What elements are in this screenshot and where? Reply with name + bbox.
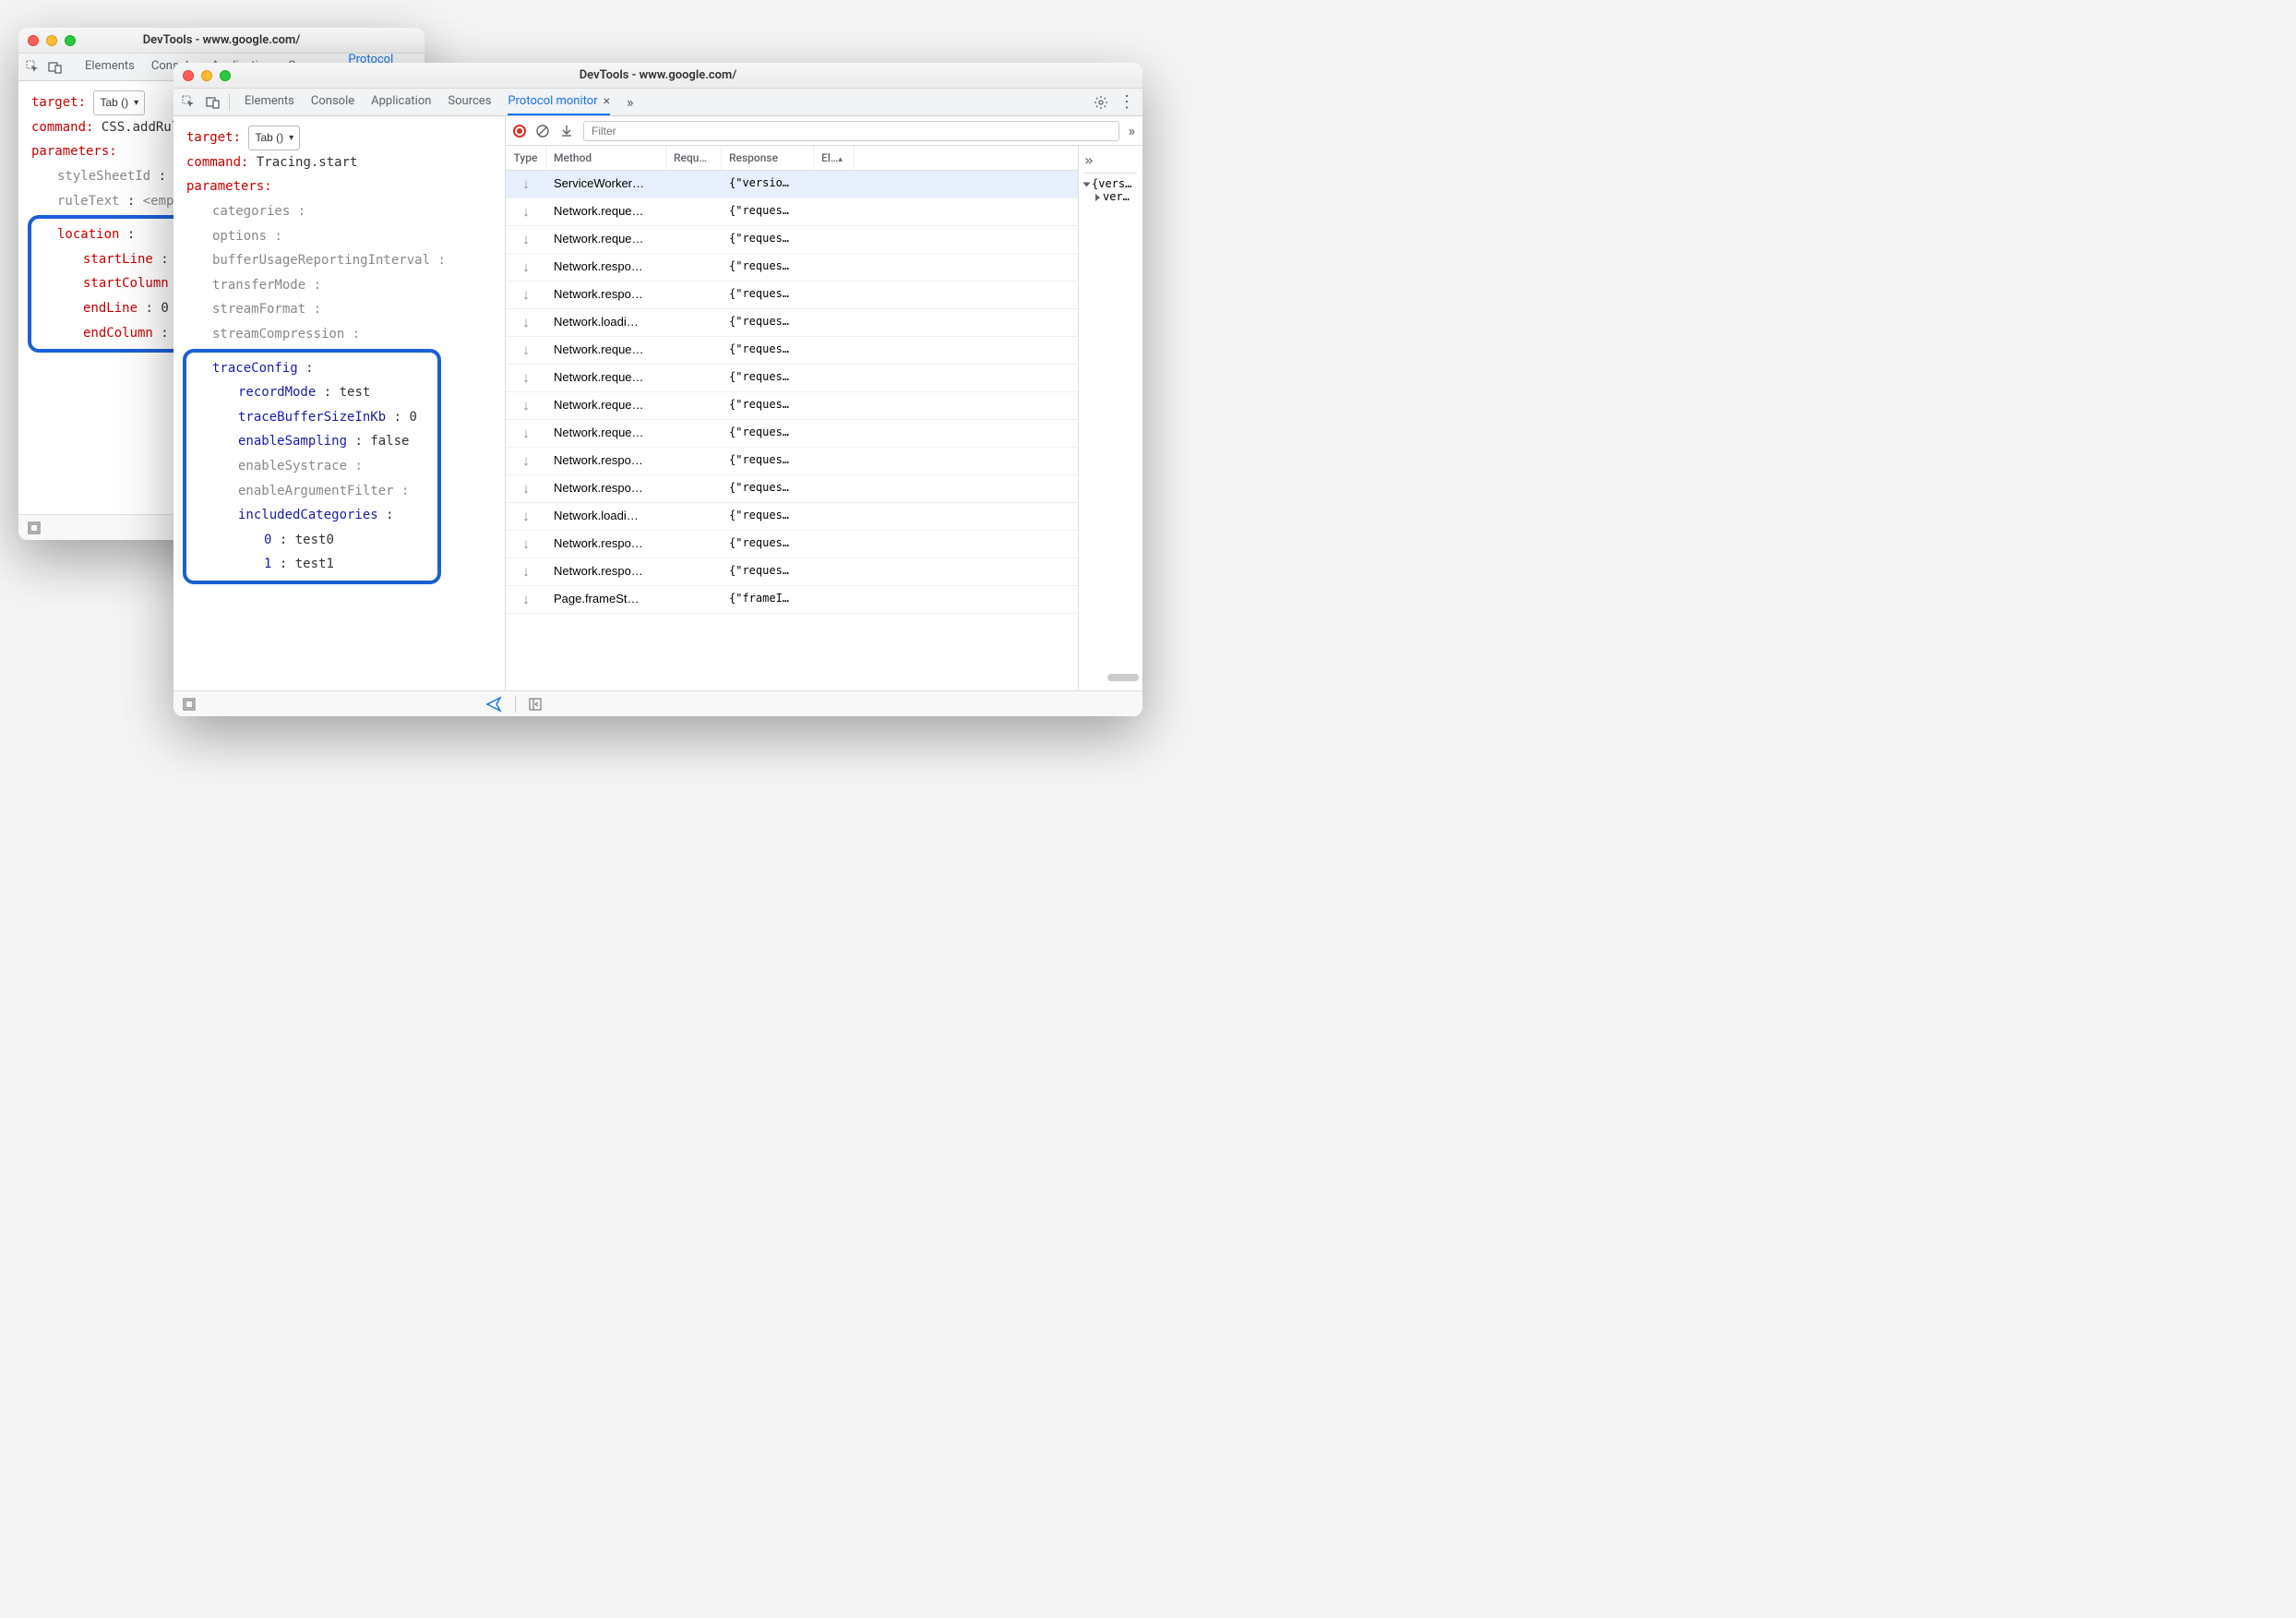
table-row[interactable]: ↓Network.reque…{"reques… bbox=[506, 198, 1078, 226]
table-body[interactable]: ↓ServiceWorker…{"versio…↓Network.reque…{… bbox=[506, 171, 1078, 690]
table-row[interactable]: ↓Network.reque…{"reques… bbox=[506, 337, 1078, 365]
record-button[interactable] bbox=[513, 125, 526, 138]
maximize-icon[interactable] bbox=[220, 70, 231, 81]
table-row[interactable]: ↓Network.respo…{"reques… bbox=[506, 282, 1078, 309]
param-row[interactable]: transferMode : bbox=[186, 273, 492, 298]
table-row[interactable]: ↓Network.reque…{"reques… bbox=[506, 226, 1078, 254]
close-icon[interactable] bbox=[28, 35, 39, 46]
protocol-toolbar: » bbox=[506, 116, 1142, 146]
inspect-icon[interactable] bbox=[181, 94, 197, 111]
traceconfig-highlight: traceConfig : recordMode : testtraceBuff… bbox=[183, 349, 441, 584]
table-row[interactable]: ↓Network.respo…{"reques… bbox=[506, 448, 1078, 475]
param-key: location bbox=[57, 227, 119, 242]
minimize-icon[interactable] bbox=[46, 35, 57, 46]
tab-protocol-monitor[interactable]: Protocol monitor× bbox=[508, 89, 610, 115]
array-item[interactable]: 1 : test1 bbox=[186, 552, 430, 577]
send-icon[interactable] bbox=[485, 696, 502, 713]
devtools-tabs: Elements Console Application Sources Pro… bbox=[245, 89, 1085, 115]
command-editor: target: Tab () command: Tracing.start pa… bbox=[173, 116, 506, 690]
th-elapsed[interactable]: El…▴ bbox=[814, 146, 855, 170]
traffic-lights[interactable] bbox=[183, 70, 231, 81]
inspect-icon[interactable] bbox=[26, 59, 41, 76]
th-method[interactable]: Method bbox=[546, 146, 666, 170]
devtools-window-2: DevTools - www.google.com/ Elements Cons… bbox=[173, 63, 1142, 716]
table-row[interactable]: ↓Network.reque…{"reques… bbox=[506, 392, 1078, 420]
table-row[interactable]: ↓Network.respo…{"reques… bbox=[506, 531, 1078, 558]
save-icon[interactable] bbox=[559, 124, 574, 138]
command-label: command: bbox=[186, 155, 248, 170]
more-icon[interactable]: » bbox=[1129, 122, 1136, 139]
param-row[interactable]: options : bbox=[186, 224, 492, 249]
titlebar[interactable]: DevTools - www.google.com/ bbox=[18, 28, 425, 54]
th-response[interactable]: Response bbox=[722, 146, 814, 170]
scrollbar[interactable] bbox=[1107, 674, 1139, 681]
table-row[interactable]: ↓Page.frameSt…{"frameI… bbox=[506, 586, 1078, 614]
table-row[interactable]: ↓Network.respo…{"reques… bbox=[506, 475, 1078, 503]
table-row[interactable]: ↓Network.loadi…{"reques… bbox=[506, 309, 1078, 337]
detail-pane: » {vers… ver… bbox=[1078, 146, 1142, 690]
parameters-label: parameters: bbox=[186, 179, 272, 194]
window-title: DevTools - www.google.com/ bbox=[183, 68, 1133, 82]
target-label: target: bbox=[31, 95, 86, 110]
param-row[interactable]: recordMode : test bbox=[186, 380, 430, 405]
param-row[interactable]: streamFormat : bbox=[186, 297, 492, 322]
maximize-icon[interactable] bbox=[65, 35, 76, 46]
table-row[interactable]: ↓Network.respo…{"reques… bbox=[506, 254, 1078, 282]
table-row[interactable]: ↓ServiceWorker…{"versio… bbox=[506, 171, 1078, 198]
dock-icon[interactable] bbox=[183, 698, 196, 711]
tree-root[interactable]: {vers… bbox=[1084, 177, 1137, 190]
more-icon[interactable]: » bbox=[1084, 151, 1094, 169]
table-row[interactable]: ↓Network.reque…{"reques… bbox=[506, 420, 1078, 448]
param-key: traceConfig bbox=[212, 361, 298, 376]
table-header: Type Method Requ… Response El…▴ bbox=[506, 146, 1078, 171]
tree-child[interactable]: ver… bbox=[1084, 190, 1137, 203]
devtools-toolbar: Elements Console Application Sources Pro… bbox=[173, 89, 1142, 116]
tab-application[interactable]: Application bbox=[371, 89, 431, 115]
filter-input[interactable] bbox=[583, 121, 1119, 141]
tab-console[interactable]: Console bbox=[311, 89, 354, 115]
close-icon[interactable]: × bbox=[604, 94, 610, 109]
param-row[interactable]: bufferUsageReportingInterval : bbox=[186, 248, 492, 273]
minimize-icon[interactable] bbox=[201, 70, 212, 81]
gear-icon[interactable] bbox=[1093, 94, 1109, 111]
param-row[interactable]: traceBufferSizeInKb : 0 bbox=[186, 405, 430, 430]
command-label: command: bbox=[31, 120, 93, 135]
param-row[interactable]: enableSampling : false bbox=[186, 429, 430, 454]
table-row[interactable]: ↓Network.respo…{"reques… bbox=[506, 558, 1078, 586]
traffic-lights[interactable] bbox=[28, 35, 76, 46]
titlebar[interactable]: DevTools - www.google.com/ bbox=[173, 63, 1142, 89]
param-row[interactable]: includedCategories : bbox=[186, 503, 430, 528]
param-row[interactable]: categories : bbox=[186, 199, 492, 224]
panel-toggle-icon[interactable] bbox=[529, 698, 542, 711]
array-item[interactable]: 0 : test0 bbox=[186, 528, 430, 553]
close-icon[interactable] bbox=[183, 70, 194, 81]
dock-icon[interactable] bbox=[28, 521, 41, 534]
tab-elements[interactable]: Elements bbox=[245, 89, 294, 115]
target-select[interactable]: Tab () bbox=[248, 126, 300, 150]
tab-sources[interactable]: Sources bbox=[448, 89, 491, 115]
clear-icon[interactable] bbox=[535, 124, 550, 138]
param-row[interactable]: enableSystrace : bbox=[186, 454, 430, 479]
th-request[interactable]: Requ… bbox=[666, 146, 722, 170]
tab-elements[interactable]: Elements bbox=[85, 54, 135, 80]
table-row[interactable]: ↓Network.reque…{"reques… bbox=[506, 365, 1078, 392]
kebab-icon[interactable]: ⋮ bbox=[1118, 92, 1135, 112]
parameters-label: parameters: bbox=[31, 144, 117, 159]
device-icon[interactable] bbox=[205, 94, 221, 111]
target-select[interactable]: Tab () bbox=[93, 90, 145, 115]
window-title: DevTools - www.google.com/ bbox=[28, 33, 415, 47]
param-row[interactable]: streamCompression : bbox=[186, 322, 492, 347]
statusbar bbox=[173, 690, 1142, 716]
target-label: target: bbox=[186, 130, 241, 145]
command-value: Tracing.start bbox=[257, 155, 358, 170]
param-row[interactable]: enableArgumentFilter : bbox=[186, 479, 430, 504]
more-tabs-icon[interactable]: » bbox=[627, 93, 634, 111]
table-row[interactable]: ↓Network.loadi…{"reques… bbox=[506, 503, 1078, 531]
device-icon[interactable] bbox=[48, 59, 63, 76]
th-type[interactable]: Type bbox=[506, 146, 546, 170]
